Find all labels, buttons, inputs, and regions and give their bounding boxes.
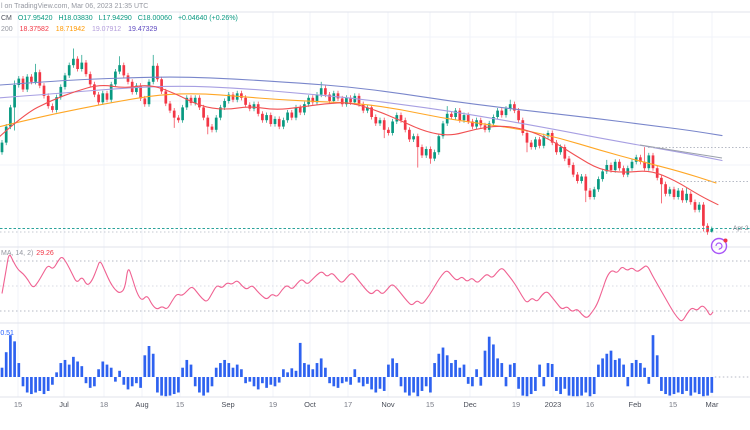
ma100-value: 18.71942	[55, 26, 85, 33]
price-level-label: Apr 2	[733, 225, 749, 232]
time-axis-label: 16	[585, 400, 595, 409]
ma-legend: 200 18.37582 18.71942 19.07912 19.47329	[1, 25, 162, 34]
attribution-bar: l on TradingView.com, Mar 06, 2023 21:35…	[1, 2, 148, 11]
time-axis-label: 15	[425, 400, 435, 409]
change-value: +0.04640 (+0.26%)	[177, 15, 238, 22]
rsi-value: 29.26	[36, 250, 54, 257]
time-axis-label: Oct	[304, 400, 316, 409]
close-value: C18.00060	[137, 15, 172, 22]
time-axis-label: 19	[511, 400, 521, 409]
rsi-legend: MA, 14, 2) 29.26	[1, 249, 54, 258]
histogram-legend: -0.51	[0, 329, 14, 338]
time-axis-label: Nov	[381, 400, 395, 409]
time-axis-label: 15	[668, 400, 678, 409]
high-value: H18.03830	[58, 15, 93, 22]
low-value: L17.94290	[98, 15, 132, 22]
rsi-indicator-label: MA, 14, 2)	[1, 250, 34, 257]
time-axis-label: Mar	[705, 400, 719, 409]
time-axis-label: 15	[13, 400, 23, 409]
ma50-value: 18.37582	[19, 26, 49, 33]
time-axis-label: Jul	[59, 400, 69, 409]
time-axis-label: 19	[268, 400, 278, 409]
ma-legend-label: 200	[1, 26, 13, 33]
time-axis-label: Feb	[628, 400, 642, 409]
ma200-value: 19.47329	[128, 26, 158, 33]
time-axis-label: Sep	[221, 400, 235, 409]
event-marker-icon[interactable]	[708, 234, 732, 258]
time-axis[interactable]: 15 Jul 18 Aug 15 Sep 19 Oct 17 Nov 15 Dec 19 2023 16 Fe…	[0, 400, 750, 414]
time-axis-label: Dec	[463, 400, 477, 409]
ohlc-legend: CM O17.95420 H18.03830 L17.94290 C18.000…	[1, 14, 242, 23]
open-value: O17.95420	[17, 15, 53, 22]
time-axis-label: 15	[175, 400, 185, 409]
ma150-value: 19.07912	[91, 26, 122, 33]
time-axis-label: 18	[99, 400, 109, 409]
symbol-label: CM	[1, 15, 12, 22]
time-axis-label: Aug	[135, 400, 149, 409]
histogram-value: -0.51	[0, 330, 14, 337]
time-axis-label: 17	[343, 400, 353, 409]
attribution-text: l on TradingView.com, Mar 06, 2023 21:35…	[1, 3, 149, 10]
time-axis-label: 2023	[544, 400, 562, 409]
